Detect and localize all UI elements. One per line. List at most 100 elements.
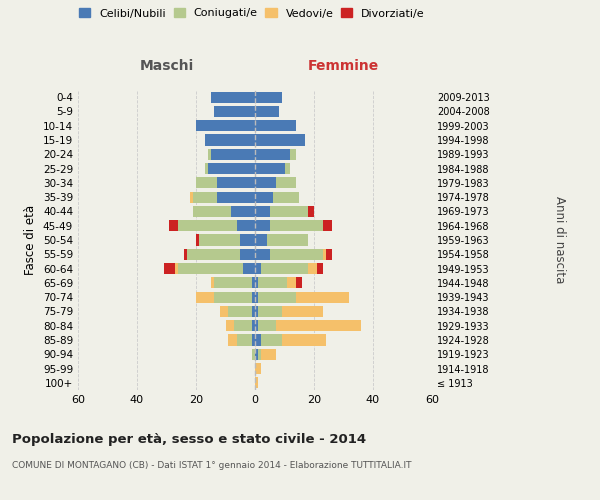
- Text: Maschi: Maschi: [139, 58, 194, 72]
- Bar: [284, 163, 290, 174]
- Bar: [296, 292, 349, 302]
- Bar: [255, 148, 290, 160]
- Bar: [258, 278, 287, 288]
- Bar: [193, 192, 217, 202]
- Bar: [252, 306, 255, 317]
- Bar: [255, 334, 261, 345]
- Bar: [270, 206, 308, 217]
- Bar: [275, 320, 361, 332]
- Bar: [261, 263, 308, 274]
- Bar: [258, 306, 281, 317]
- Bar: [252, 348, 255, 360]
- Bar: [240, 234, 255, 246]
- Bar: [238, 334, 252, 345]
- Bar: [255, 92, 281, 102]
- Bar: [229, 306, 252, 317]
- Bar: [273, 192, 299, 202]
- Bar: [211, 148, 255, 160]
- Bar: [252, 320, 255, 332]
- Bar: [169, 220, 178, 232]
- Text: Femmine: Femmine: [308, 58, 379, 72]
- Bar: [220, 306, 229, 317]
- Bar: [164, 263, 175, 274]
- Bar: [290, 148, 296, 160]
- Bar: [261, 348, 275, 360]
- Bar: [211, 92, 255, 102]
- Bar: [208, 148, 211, 160]
- Bar: [255, 192, 273, 202]
- Bar: [229, 334, 238, 345]
- Bar: [270, 248, 323, 260]
- Bar: [308, 206, 314, 217]
- Bar: [255, 248, 270, 260]
- Bar: [326, 248, 332, 260]
- Y-axis label: Anni di nascita: Anni di nascita: [553, 196, 566, 284]
- Bar: [323, 220, 332, 232]
- Y-axis label: Fasce di età: Fasce di età: [25, 205, 37, 275]
- Bar: [205, 163, 208, 174]
- Bar: [196, 178, 217, 188]
- Bar: [255, 106, 278, 117]
- Bar: [205, 134, 255, 145]
- Bar: [308, 263, 317, 274]
- Bar: [196, 234, 199, 246]
- Bar: [232, 206, 255, 217]
- Bar: [258, 320, 275, 332]
- Bar: [275, 178, 296, 188]
- Legend: Celibi/Nubili, Coniugati/e, Vedovi/e, Divorziati/e: Celibi/Nubili, Coniugati/e, Vedovi/e, Di…: [79, 8, 425, 18]
- Bar: [187, 248, 240, 260]
- Bar: [196, 120, 255, 132]
- Bar: [255, 263, 261, 274]
- Bar: [255, 378, 258, 388]
- Bar: [255, 348, 258, 360]
- Bar: [296, 278, 302, 288]
- Bar: [214, 278, 252, 288]
- Bar: [281, 306, 323, 317]
- Text: Popolazione per età, sesso e stato civile - 2014: Popolazione per età, sesso e stato civil…: [12, 432, 366, 446]
- Bar: [226, 320, 235, 332]
- Bar: [323, 248, 326, 260]
- Bar: [175, 263, 178, 274]
- Bar: [240, 248, 255, 260]
- Bar: [267, 234, 308, 246]
- Bar: [178, 220, 238, 232]
- Bar: [252, 278, 255, 288]
- Bar: [255, 363, 261, 374]
- Bar: [255, 220, 270, 232]
- Bar: [243, 263, 255, 274]
- Text: COMUNE DI MONTAGANO (CB) - Dati ISTAT 1° gennaio 2014 - Elaborazione TUTTITALIA.: COMUNE DI MONTAGANO (CB) - Dati ISTAT 1°…: [12, 460, 412, 469]
- Bar: [255, 134, 305, 145]
- Bar: [317, 263, 323, 274]
- Bar: [270, 220, 323, 232]
- Bar: [252, 292, 255, 302]
- Bar: [255, 120, 296, 132]
- Bar: [261, 334, 281, 345]
- Bar: [255, 178, 275, 188]
- Bar: [252, 334, 255, 345]
- Bar: [178, 263, 243, 274]
- Bar: [255, 320, 258, 332]
- Bar: [214, 106, 255, 117]
- Bar: [190, 192, 193, 202]
- Bar: [255, 163, 284, 174]
- Bar: [208, 163, 255, 174]
- Bar: [281, 334, 326, 345]
- Bar: [184, 248, 187, 260]
- Bar: [255, 292, 258, 302]
- Bar: [217, 178, 255, 188]
- Bar: [235, 320, 252, 332]
- Bar: [255, 278, 258, 288]
- Bar: [255, 234, 267, 246]
- Bar: [258, 348, 261, 360]
- Bar: [217, 192, 255, 202]
- Bar: [211, 278, 214, 288]
- Bar: [196, 292, 214, 302]
- Bar: [214, 292, 252, 302]
- Bar: [193, 206, 232, 217]
- Bar: [255, 306, 258, 317]
- Bar: [199, 234, 240, 246]
- Bar: [258, 292, 296, 302]
- Bar: [287, 278, 296, 288]
- Bar: [255, 206, 270, 217]
- Bar: [238, 220, 255, 232]
